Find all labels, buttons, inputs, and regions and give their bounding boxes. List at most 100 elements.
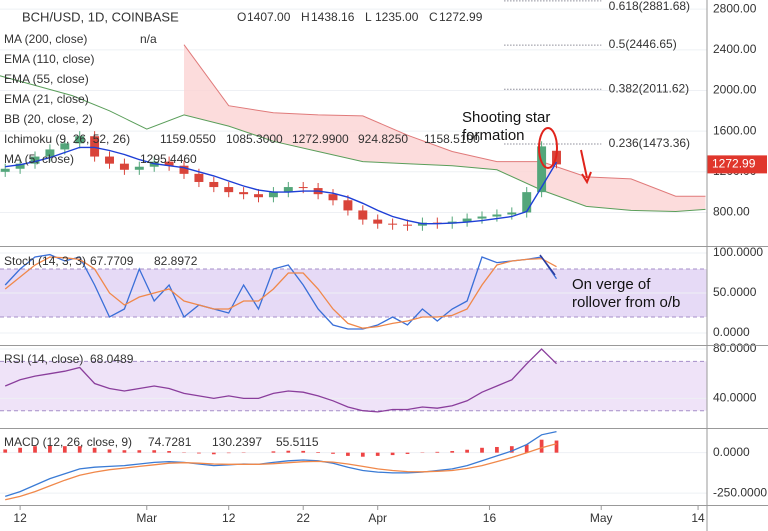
candle-body bbox=[75, 136, 85, 144]
annotation: Shooting star bbox=[462, 109, 550, 126]
panel bbox=[0, 252, 707, 334]
histogram-bar bbox=[316, 452, 320, 453]
legend-value: 1159.0550 bbox=[160, 132, 216, 146]
histogram-bar bbox=[167, 451, 171, 453]
panel-value: 82.8972 bbox=[154, 254, 198, 268]
panel bbox=[0, 348, 707, 413]
legend-name: MA (5, close) bbox=[4, 152, 74, 166]
fib-label: 0.382(2011.62) bbox=[609, 81, 690, 95]
candle-body bbox=[358, 210, 368, 220]
legend-value: n/a bbox=[140, 32, 157, 46]
indicator-line bbox=[4, 253, 558, 330]
ohlc-key: L bbox=[365, 10, 372, 24]
arrow bbox=[580, 149, 588, 179]
candle-body bbox=[373, 219, 383, 224]
candle-body bbox=[179, 165, 189, 174]
histogram-bar bbox=[62, 446, 67, 453]
candle-body bbox=[90, 136, 100, 157]
candle-body bbox=[105, 156, 114, 164]
x-tick-label: 22 bbox=[297, 511, 311, 525]
cloud-fill bbox=[184, 44, 706, 212]
histogram-bar bbox=[92, 447, 97, 453]
candle-body bbox=[298, 187, 308, 189]
panel-value: 67.7709 bbox=[90, 254, 134, 268]
span-b-line bbox=[183, 44, 706, 197]
price-tag-label: 1272.99 bbox=[712, 157, 756, 171]
panel bbox=[0, 0, 707, 231]
histogram-bar bbox=[137, 450, 142, 453]
histogram-bar bbox=[524, 444, 529, 453]
y-tick-label: -250.0000 bbox=[713, 485, 767, 499]
y-tick-label: 100.0000 bbox=[713, 245, 763, 259]
price-tag bbox=[707, 155, 767, 174]
ohlc-key: H bbox=[301, 10, 310, 24]
band bbox=[0, 361, 707, 411]
ohlc-value: 1407.00 bbox=[247, 10, 291, 24]
y-tick-label: 0.0000 bbox=[713, 445, 750, 459]
panel-value: 130.2397 bbox=[212, 435, 262, 449]
annotation: formation bbox=[462, 127, 525, 144]
legend-name: BB (20, close, 2) bbox=[4, 112, 93, 126]
ohlc-value: 1235.00 bbox=[375, 10, 419, 24]
x-tick-label: May bbox=[590, 511, 613, 525]
legend-name: MA (200, close) bbox=[4, 32, 87, 46]
fib-label: 0.618(2881.68) bbox=[609, 0, 690, 13]
candle-body bbox=[343, 200, 353, 211]
fib-label: 0.5(2446.65) bbox=[609, 37, 677, 51]
legend-value: 1158.5100 bbox=[424, 132, 480, 146]
panel-title: MACD (12, 26, close, 9) bbox=[4, 435, 132, 449]
candle-body bbox=[15, 163, 25, 169]
y-tick-label: 0.0000 bbox=[713, 325, 750, 339]
legend-name: EMA (110, close) bbox=[4, 52, 94, 66]
histogram-bar bbox=[3, 449, 8, 453]
panel bbox=[0, 430, 707, 501]
indicator-line bbox=[5, 443, 557, 501]
x-tick-label: Mar bbox=[136, 511, 157, 525]
histogram-bar bbox=[360, 452, 365, 457]
indicator-line bbox=[4, 348, 557, 413]
candle-body bbox=[254, 194, 263, 198]
histogram-bar bbox=[346, 452, 350, 456]
legend-value: 1295.4460 bbox=[140, 152, 197, 166]
arrow bbox=[539, 254, 556, 276]
histogram-bar bbox=[122, 450, 127, 453]
candle-body bbox=[283, 187, 293, 193]
highlight-circle bbox=[538, 127, 558, 169]
histogram-bar bbox=[495, 446, 499, 453]
histogram-bar bbox=[152, 450, 157, 453]
arrow-head bbox=[581, 171, 592, 185]
candle-body bbox=[209, 181, 219, 188]
annotation: On verge of bbox=[572, 276, 651, 293]
histogram-bar bbox=[77, 446, 82, 453]
histogram-bar bbox=[211, 452, 216, 455]
histogram-bar bbox=[465, 449, 469, 453]
candle-body bbox=[239, 192, 249, 195]
candle-body bbox=[119, 163, 129, 170]
ohlc-key: C bbox=[429, 10, 438, 24]
candle-body bbox=[537, 146, 547, 193]
ohlc-value: 1272.99 bbox=[439, 10, 483, 24]
legend-value: 924.8250 bbox=[358, 132, 408, 146]
candle-body bbox=[477, 216, 487, 219]
legend-name: Ichimoku (9, 26, 52, 26) bbox=[4, 132, 130, 146]
y-tick-label: 2000.00 bbox=[713, 83, 757, 97]
panel-value: 68.0489 bbox=[90, 352, 134, 366]
candle-body bbox=[134, 166, 144, 170]
legend-value: 1085.3000 bbox=[226, 132, 283, 146]
candle-body bbox=[507, 212, 517, 215]
candle-body bbox=[328, 194, 338, 201]
candle-body bbox=[403, 224, 412, 226]
histogram-bar bbox=[48, 445, 52, 453]
y-tick-label: 80.0000 bbox=[713, 341, 757, 355]
legend-name: EMA (55, close) bbox=[4, 72, 89, 86]
y-tick-label: 40.0000 bbox=[713, 391, 757, 405]
panel-value: 55.5115 bbox=[276, 435, 319, 449]
histogram-bar bbox=[286, 450, 291, 453]
indicator-line bbox=[5, 430, 557, 498]
histogram-bar bbox=[107, 449, 112, 453]
histogram-bar bbox=[435, 451, 440, 453]
histogram-bar bbox=[271, 451, 276, 453]
histogram-bar bbox=[450, 451, 455, 453]
indicator-line bbox=[4, 256, 557, 329]
